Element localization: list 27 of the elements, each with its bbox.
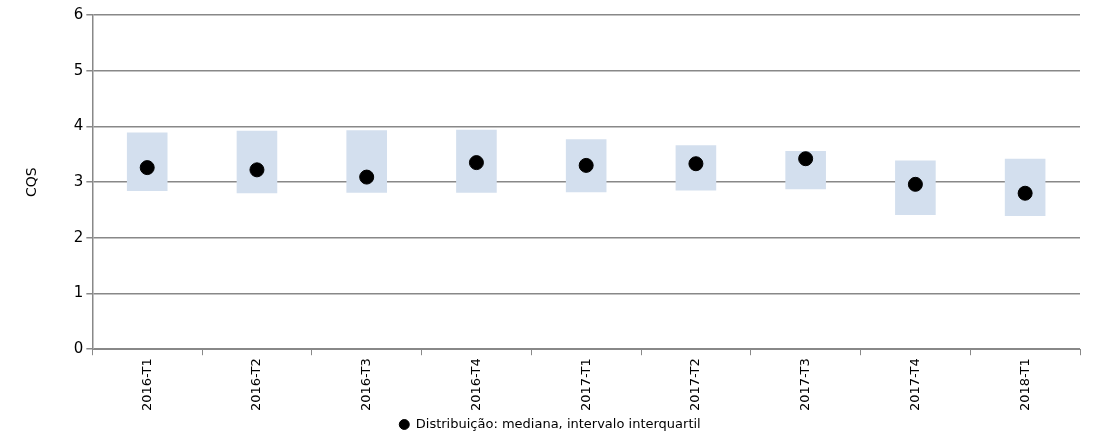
y-tick-label: 0 [73,339,84,358]
bar [456,129,497,193]
legend-label: Distribuição: mediana, intervalo interquartil [415,415,701,431]
y-tick-label: 1 [73,283,84,302]
bar [895,160,936,215]
x-tick-label: 2016-T4 [467,358,483,411]
y-tick-label: 4 [73,116,84,135]
y-tick-label: 3 [73,171,84,190]
y-tick-label: 6 [73,4,84,23]
bar [565,139,607,193]
x-tick-label: 2017-T3 [797,358,813,411]
x-tick-label: 2016-T3 [358,358,374,411]
y-tick-label: 2 [73,227,84,246]
x-tick-label: 2017-T4 [906,358,922,411]
bar [126,132,168,192]
y-axis-title: CQS [23,167,40,197]
bar [1004,158,1046,217]
x-tick-label: 2016-T2 [248,358,264,411]
x-tick-label: 2017-T2 [687,358,703,411]
x-tick-label: 2016-T1 [138,358,154,411]
point [798,151,814,167]
x-tick-label: 2017-T1 [577,358,593,411]
point [359,169,375,185]
x-tick-label: 2018-T1 [1016,358,1032,411]
y-tick-label: 5 [73,60,84,79]
bar [236,130,278,194]
bar [346,130,387,193]
